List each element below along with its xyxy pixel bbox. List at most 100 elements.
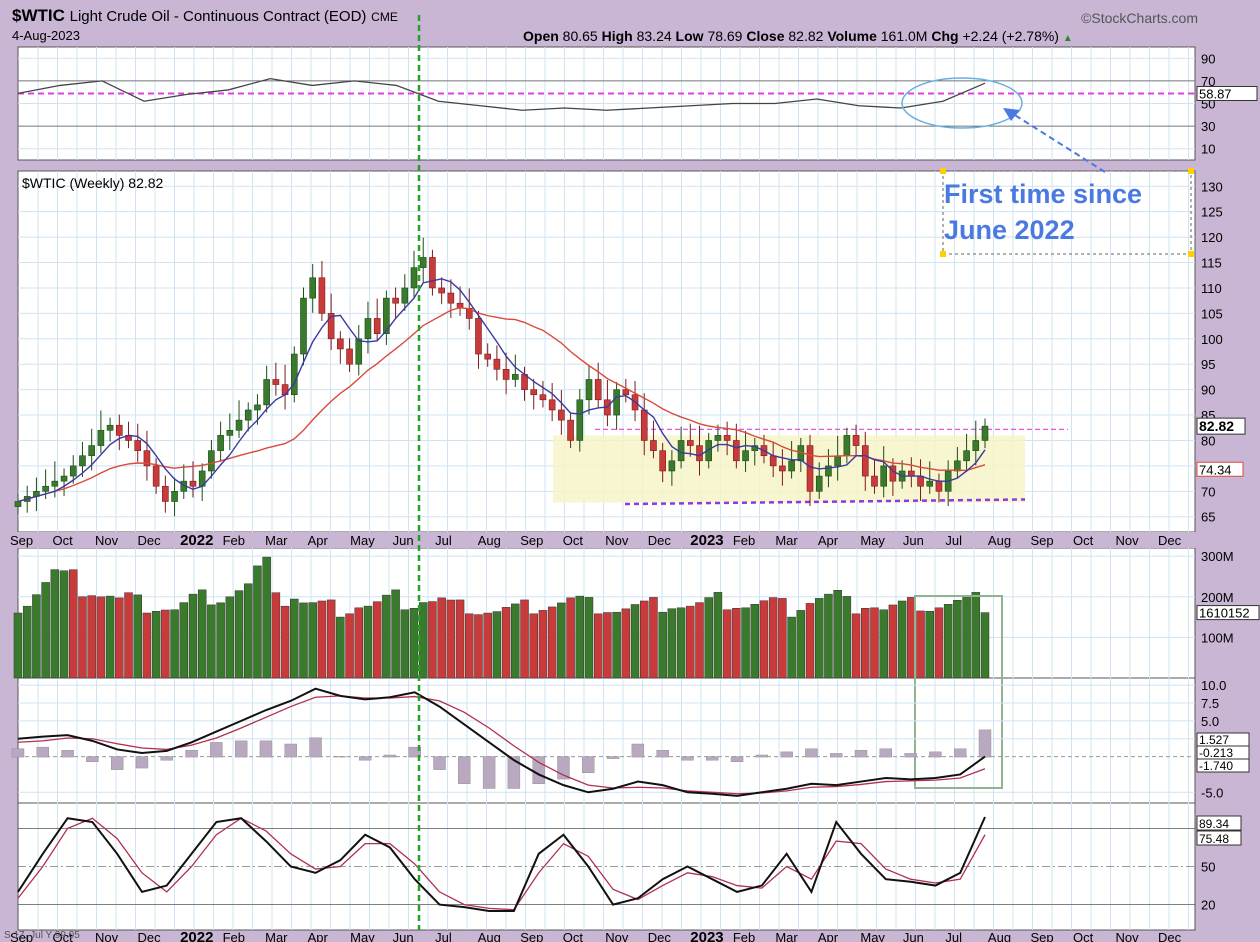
ohlc-value-chg: +2.24 (+2.78%) — [962, 28, 1063, 44]
ohlc-value-open: 80.65 — [562, 28, 602, 44]
chart-date: 4-Aug-2023 — [12, 28, 80, 43]
volume-bar-16 — [161, 609, 170, 679]
candle-body-43 — [410, 267, 418, 289]
volume-bar-101 — [943, 604, 953, 679]
candle-body-0 — [14, 501, 22, 507]
candle-body-86 — [806, 445, 814, 492]
candle-body-73 — [686, 440, 694, 446]
volume-bar-2 — [32, 594, 41, 679]
x-label-25: Oct — [1073, 533, 1094, 548]
annotation-line-1: First time since — [944, 179, 1143, 209]
macd-hist-bar-20 — [507, 756, 521, 789]
candle-body-7 — [79, 455, 86, 467]
volume-bar-82 — [768, 597, 778, 679]
vol-tick-300M: 300M — [1201, 549, 1234, 564]
volume-bar-25 — [243, 583, 253, 679]
candle-body-53 — [502, 368, 510, 380]
x-label-22: Jul — [945, 533, 962, 548]
ohlc-value-close: 82.82 — [788, 28, 828, 44]
macd-hist-bar-28 — [706, 756, 719, 761]
candle-body-88 — [825, 465, 832, 477]
rsi-last-value-box — [1196, 85, 1258, 101]
volume-bar-99 — [925, 610, 934, 679]
candle-body-57 — [539, 394, 547, 401]
volume-bar-56 — [529, 613, 538, 679]
candle-body-40 — [383, 297, 390, 335]
volume-bar-61 — [575, 595, 585, 679]
x-label-bottom-26: Nov — [1115, 930, 1139, 942]
x-label-8: May — [350, 533, 375, 548]
ohlc-label-high: High — [601, 28, 637, 44]
macd-hist-bar-1 — [36, 746, 49, 758]
candle-body-68 — [640, 409, 648, 441]
candle-body-27 — [263, 379, 270, 406]
price-tick-80: 80 — [1201, 433, 1215, 448]
volume-bar-31 — [299, 602, 308, 679]
volume-bar-75 — [704, 597, 713, 679]
x-label-10: Jul — [435, 533, 452, 548]
macd-hist-bar-12 — [309, 737, 322, 758]
volume-bar-77 — [722, 609, 732, 679]
x-label-5: Feb — [223, 533, 245, 548]
x-label-bottom-17: Feb — [733, 930, 755, 942]
volume-bar-62 — [584, 597, 594, 679]
volume-bar-64 — [603, 612, 612, 679]
macd-hist-bar-27 — [681, 756, 694, 761]
volume-bar-65 — [612, 611, 621, 679]
x-label-17: Feb — [733, 533, 755, 548]
candle-body-4 — [51, 480, 59, 487]
volume-bar-33 — [317, 600, 327, 679]
macd-hist-bar-37 — [929, 751, 942, 758]
x-label-bottom-3: Dec — [138, 930, 162, 942]
x-label-bottom-8: May — [350, 930, 375, 942]
candle-body-102 — [954, 460, 961, 472]
x-label-6: Mar — [265, 533, 288, 548]
rsi-tick-10: 10 — [1201, 142, 1215, 157]
candle-body-98 — [917, 475, 924, 487]
price-tick-120: 120 — [1201, 230, 1223, 245]
volume-bar-8 — [87, 595, 96, 679]
volume-bar-70 — [658, 611, 667, 679]
candle-body-25 — [244, 409, 252, 421]
x-label-bottom-13: Oct — [563, 930, 584, 942]
x-label-26: Nov — [1115, 533, 1139, 548]
macd-hist-bar-25 — [631, 743, 645, 758]
volume-bar-50 — [474, 614, 483, 679]
macd-hist-bar-13 — [334, 756, 347, 758]
ma-long-line — [17, 307, 986, 503]
macd-label-2: -1.740 — [1199, 759, 1233, 773]
candle-body-14 — [143, 450, 151, 467]
x-label-bottom-16: 2023 — [690, 929, 723, 942]
x-label-3: Dec — [138, 533, 162, 548]
volume-bar-87 — [814, 598, 824, 679]
ohlc-label-close: Close — [746, 28, 789, 44]
candle-body-31 — [300, 297, 307, 355]
candle-body-11 — [116, 424, 123, 436]
x-label-bottom-2: Nov — [95, 930, 119, 942]
volume-bar-76 — [713, 592, 723, 679]
x-axis-band — [0, 532, 1260, 548]
x-label-1: Oct — [53, 533, 74, 548]
candle-body-87 — [815, 475, 823, 492]
candle-body-6 — [69, 465, 77, 477]
volume-bar-51 — [483, 612, 492, 679]
price-legend: $WTIC (Weekly) 82.82 — [22, 175, 164, 191]
volume-bar-100 — [934, 607, 944, 679]
candle-body-91 — [852, 435, 860, 446]
volume-bar-68 — [639, 600, 649, 679]
x-label-14: Nov — [605, 533, 629, 548]
ma-last-value: 74.34 — [1199, 462, 1232, 477]
candle-body-82 — [769, 455, 777, 467]
volume-bar-72 — [676, 607, 686, 679]
macd-hist-bar-35 — [879, 748, 893, 758]
ohlc-label-volume: Volume — [827, 28, 881, 44]
ohlc-value-high: 83.24 — [636, 28, 676, 44]
symbol: $WTIC — [12, 6, 65, 25]
volume-bar-23 — [225, 596, 235, 679]
volume-bar-78 — [732, 608, 741, 679]
volume-bar-3 — [41, 582, 50, 679]
candle-body-26 — [254, 404, 261, 411]
candle-body-59 — [558, 409, 565, 421]
candle-body-69 — [650, 440, 657, 451]
x-label-bottom-9: Jun — [393, 930, 414, 942]
